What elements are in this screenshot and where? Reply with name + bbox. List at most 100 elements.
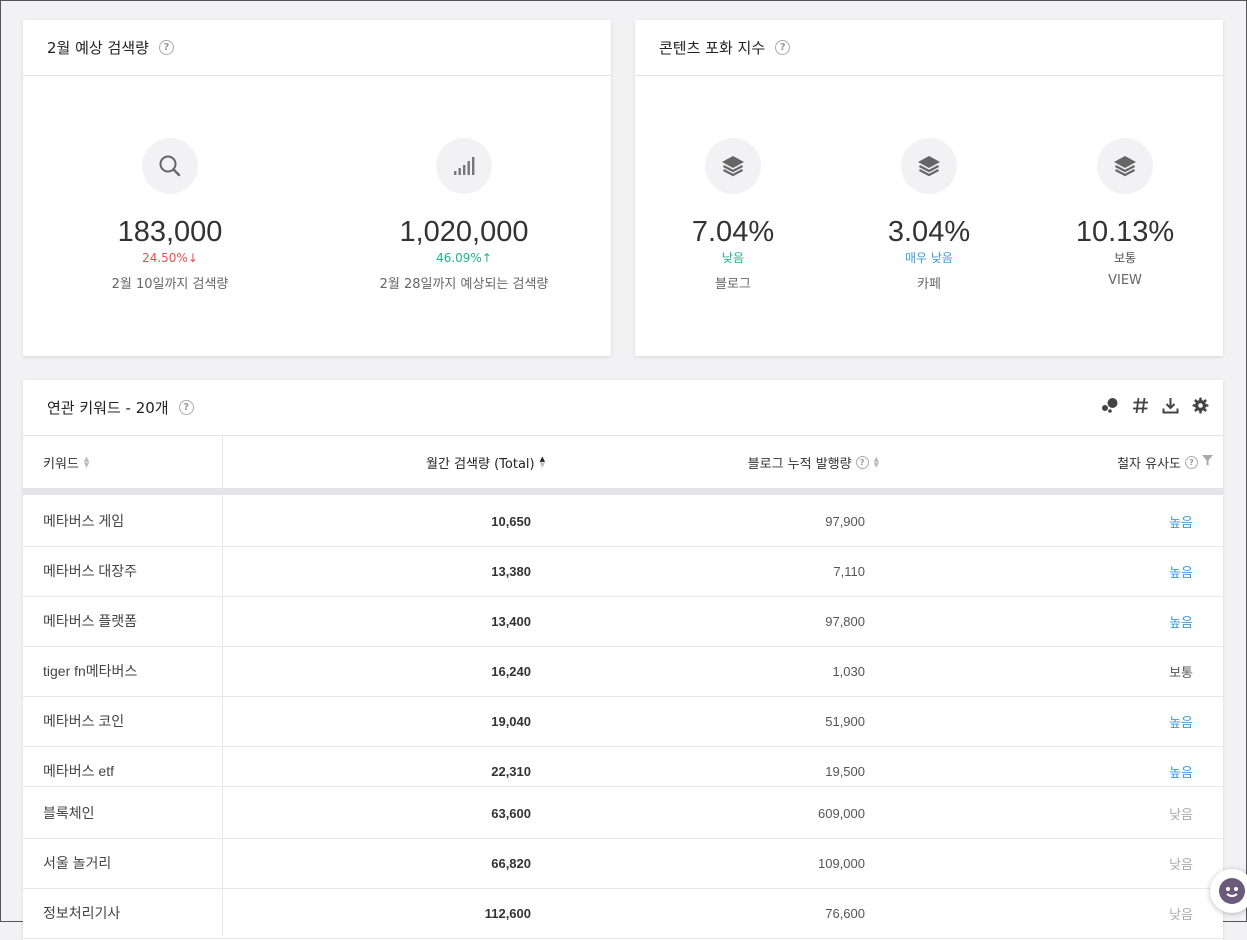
similarity-cell: 낮음 bbox=[1169, 857, 1193, 873]
help-icon[interactable]: ? bbox=[158, 40, 174, 55]
gear-icon[interactable] bbox=[1191, 396, 1209, 414]
arrow-up-icon: ↑ bbox=[481, 251, 492, 265]
similarity-cell: 낮음 bbox=[1169, 807, 1193, 823]
volume-cell: 22,310 bbox=[491, 763, 531, 779]
download-icon[interactable] bbox=[1161, 396, 1179, 414]
stat-value: 183,000 bbox=[117, 216, 223, 248]
table-row[interactable]: 블록체인 63,600 609,000 낮음 bbox=[23, 788, 1223, 839]
stat-level: 보통 bbox=[1113, 251, 1137, 265]
blog-cell: 1,030 bbox=[832, 663, 865, 679]
volume-cell: 16,240 bbox=[491, 663, 531, 679]
stat-label: 카페 bbox=[917, 277, 941, 292]
keyword-cell[interactable]: tiger fn메타버스 bbox=[43, 663, 138, 679]
keyword-cell[interactable]: 메타버스 etf bbox=[43, 763, 114, 779]
forecast-header: 2월 예상 검색량 ? bbox=[23, 20, 611, 76]
stat-blog-saturation: 7.04% 낮음 블로그 bbox=[613, 138, 853, 292]
saturation-header: 콘텐츠 포화 지수 ? bbox=[635, 20, 1223, 76]
stat-forecast-volume: 1,020,000 46.09%↑ 2월 28일까지 예상되는 검색량 bbox=[344, 138, 584, 292]
blog-cell: 97,800 bbox=[825, 613, 865, 629]
col-blog[interactable]: 블로그 누적 발행량 ? ▲ ▼ bbox=[747, 455, 879, 472]
blog-cell: 76,600 bbox=[825, 905, 865, 921]
keyword-cell[interactable]: 블록체인 bbox=[43, 805, 95, 821]
stat-value: 7.04% bbox=[691, 216, 775, 248]
col-keyword[interactable]: 키워드 ▲ ▼ bbox=[43, 455, 90, 472]
keyword-cell[interactable]: 메타버스 게임 bbox=[43, 513, 125, 529]
table-row[interactable]: 메타버스 대장주 13,380 7,110 높음 bbox=[23, 546, 1223, 597]
sort-icon[interactable]: ▲ ▼ bbox=[873, 455, 879, 469]
volume-cell: 112,600 bbox=[484, 905, 531, 921]
blog-cell: 19,500 bbox=[825, 763, 865, 779]
filter-icon[interactable] bbox=[1202, 454, 1213, 470]
layers-icon bbox=[901, 138, 957, 194]
chatbot-icon bbox=[1219, 878, 1245, 904]
similarity-cell: 보통 bbox=[1169, 665, 1193, 681]
table-row[interactable]: 서울 놀거리 66,820 109,000 낮음 bbox=[23, 838, 1223, 889]
table-row[interactable]: tiger fn메타버스 16,240 1,030 보통 bbox=[23, 646, 1223, 697]
table-row[interactable]: 메타버스 게임 10,650 97,900 높음 bbox=[23, 496, 1223, 547]
col-similarity[interactable]: 철자 유사도 ? bbox=[1117, 436, 1213, 488]
hashtag-icon[interactable] bbox=[1131, 396, 1149, 414]
stat-value: 10.13% bbox=[1075, 216, 1175, 248]
keyword-cell[interactable]: 정보처리기사 bbox=[43, 905, 121, 921]
keyword-cell[interactable]: 서울 놀거리 bbox=[43, 855, 112, 871]
stat-label: 2월 10일까지 검색량 bbox=[111, 277, 229, 292]
table-header: 키워드 ▲ ▼ 월간 검색량 (Total) ▲ ▼ 블로그 누적 발행량 ? ▲ ▼… bbox=[23, 436, 1223, 495]
blog-cell: 51,900 bbox=[825, 713, 865, 729]
sort-asc-icon[interactable]: ▲ ▼ bbox=[539, 455, 545, 469]
stat-change: 46.09%↑ bbox=[436, 251, 492, 265]
stat-view-saturation: 10.13% 보통 VIEW bbox=[1005, 138, 1245, 288]
stat-change: 24.50%↓ bbox=[142, 251, 198, 265]
bubble-icon[interactable] bbox=[1101, 396, 1119, 414]
search-icon bbox=[142, 138, 198, 194]
layers-icon bbox=[1097, 138, 1153, 194]
similarity-cell: 높음 bbox=[1169, 515, 1193, 531]
keyword-cell[interactable]: 메타버스 코인 bbox=[43, 713, 125, 729]
volume-cell: 13,400 bbox=[491, 613, 531, 629]
help-icon[interactable]: ? bbox=[178, 400, 194, 415]
blog-cell: 97,900 bbox=[825, 513, 865, 529]
stat-label: 2월 28일까지 예상되는 검색량 bbox=[379, 277, 549, 292]
blog-cell: 7,110 bbox=[833, 563, 865, 579]
forecast-card: 2월 예상 검색량 ? 183,000 24.50%↓ 2월 10일까지 검색량… bbox=[23, 20, 611, 356]
related-title: 연관 키워드 - 20개 bbox=[47, 399, 169, 417]
stat-cafe-saturation: 3.04% 매우 낮음 카페 bbox=[809, 138, 1049, 292]
similarity-cell: 낮음 bbox=[1169, 907, 1193, 923]
stat-search-volume: 183,000 24.50%↓ 2월 10일까지 검색량 bbox=[50, 138, 290, 292]
stat-level: 매우 낮음 bbox=[905, 251, 953, 265]
related-keywords-card: 연관 키워드 - 20개 ? 키워드 ▲ ▼ 월간 검색량 (Total) ▲ ▼ … bbox=[23, 380, 1223, 940]
table-row[interactable]: 메타버스 플랫폼 13,400 97,800 높음 bbox=[23, 596, 1223, 647]
layers-icon bbox=[705, 138, 761, 194]
column-divider bbox=[222, 436, 223, 936]
table-toolbar bbox=[1101, 396, 1209, 414]
forecast-title: 2월 예상 검색량 bbox=[47, 39, 149, 57]
saturation-title: 콘텐츠 포화 지수 bbox=[659, 39, 766, 57]
stat-label: 블로그 bbox=[715, 277, 751, 292]
help-icon[interactable]: ? bbox=[775, 40, 791, 55]
sort-icon[interactable]: ▲ ▼ bbox=[83, 455, 90, 469]
volume-cell: 66,820 bbox=[491, 855, 531, 871]
signal-bars-icon bbox=[436, 138, 492, 194]
help-icon[interactable]: ? bbox=[1185, 455, 1198, 469]
table-row[interactable]: 메타버스 코인 19,040 51,900 높음 bbox=[23, 696, 1223, 747]
stat-value: 3.04% bbox=[887, 216, 971, 248]
keyword-cell[interactable]: 메타버스 플랫폼 bbox=[43, 613, 138, 629]
table-row[interactable]: 메타버스 etf 22,310 19,500 높음 bbox=[23, 746, 1223, 787]
stat-level: 낮음 bbox=[721, 251, 745, 265]
chatbot-button[interactable] bbox=[1210, 869, 1247, 913]
similarity-cell: 높음 bbox=[1169, 565, 1193, 581]
stat-label: VIEW bbox=[1108, 273, 1142, 288]
table-row[interactable]: 정보처리기사 112,600 76,600 낮음 bbox=[23, 888, 1223, 939]
volume-cell: 19,040 bbox=[491, 713, 531, 729]
volume-cell: 13,380 bbox=[491, 563, 531, 579]
blog-cell: 609,000 bbox=[818, 805, 865, 821]
similarity-cell: 높음 bbox=[1169, 715, 1193, 731]
help-icon[interactable]: ? bbox=[855, 455, 869, 469]
col-volume[interactable]: 월간 검색량 (Total) ▲ ▼ bbox=[426, 455, 545, 472]
related-header: 연관 키워드 - 20개 ? bbox=[23, 380, 1223, 436]
blog-cell: 109,000 bbox=[818, 855, 865, 871]
volume-cell: 63,600 bbox=[491, 805, 531, 821]
saturation-card: 콘텐츠 포화 지수 ? 7.04% 낮음 블로그 3.04% 매우 낮음 카페 … bbox=[635, 20, 1223, 356]
similarity-cell: 높음 bbox=[1169, 615, 1193, 631]
similarity-cell: 높음 bbox=[1169, 765, 1193, 781]
keyword-cell[interactable]: 메타버스 대장주 bbox=[43, 563, 138, 579]
